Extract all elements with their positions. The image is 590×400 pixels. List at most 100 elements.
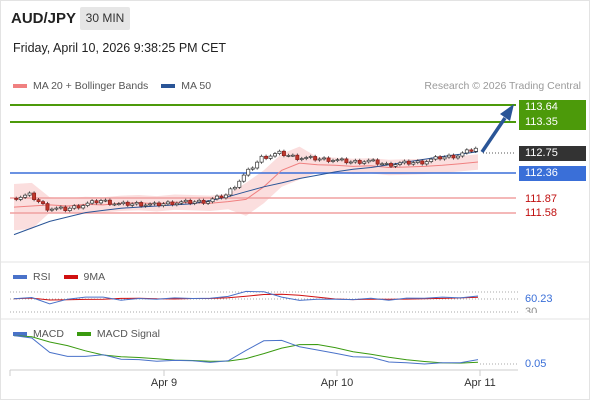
candle-body bbox=[447, 154, 451, 158]
candle-body bbox=[139, 202, 144, 207]
candle-body bbox=[18, 196, 23, 200]
candle-body bbox=[438, 156, 443, 160]
candle-body bbox=[14, 197, 19, 200]
candle-body bbox=[49, 208, 54, 211]
candle-body bbox=[393, 164, 398, 167]
candle-body bbox=[241, 174, 246, 182]
candle-body bbox=[143, 204, 148, 207]
candle-body bbox=[455, 155, 460, 159]
rsi-value-text: 60.23 bbox=[525, 293, 553, 305]
rsi-line bbox=[13, 290, 479, 305]
candle-body bbox=[232, 187, 237, 190]
candle-body bbox=[23, 194, 28, 198]
candle-body bbox=[348, 161, 353, 164]
legend-label-9ma: 9MA bbox=[83, 271, 106, 283]
candle-body bbox=[152, 202, 157, 205]
candle-body bbox=[268, 155, 273, 159]
candle-body bbox=[295, 154, 300, 160]
pivot-tag: 112.36 bbox=[519, 166, 586, 181]
candle-body bbox=[27, 192, 32, 196]
macd-signal-line bbox=[13, 335, 479, 364]
candle-body bbox=[134, 202, 139, 205]
legend-swatch-ma20 bbox=[13, 84, 27, 88]
candle-body bbox=[210, 198, 215, 203]
candle-body bbox=[473, 147, 478, 152]
candle-body bbox=[41, 201, 45, 204]
candle-body bbox=[188, 199, 193, 204]
legend-swatch-macd-signal bbox=[76, 332, 91, 336]
candle-body bbox=[326, 157, 331, 162]
candle-body bbox=[469, 149, 474, 152]
legend-price: MA 20 + Bollinger Bands MA 50 bbox=[13, 80, 211, 92]
candle-body bbox=[165, 201, 170, 205]
candle-body bbox=[384, 163, 389, 165]
x-label-apr11: Apr 11 bbox=[464, 377, 496, 389]
candle-body bbox=[116, 203, 121, 206]
candle-body bbox=[308, 156, 313, 158]
candle-body bbox=[121, 201, 126, 205]
candle-body bbox=[411, 162, 416, 165]
candle-body bbox=[85, 202, 90, 206]
candle-body bbox=[223, 194, 228, 199]
legend-macd: MACD MACD Signal bbox=[13, 328, 160, 340]
candle-body bbox=[215, 195, 219, 200]
candle-body bbox=[366, 159, 371, 163]
candle-body bbox=[170, 201, 175, 206]
candle-body bbox=[357, 160, 362, 164]
macd-value-text: 0.05 bbox=[525, 358, 547, 370]
candles-group bbox=[14, 146, 478, 213]
candle-body bbox=[237, 180, 242, 188]
candle-body bbox=[380, 163, 385, 166]
credit-text: Research © 2026 Trading Central bbox=[424, 80, 581, 92]
candle-body bbox=[125, 201, 130, 206]
candle-body bbox=[406, 160, 411, 165]
candle-body bbox=[103, 199, 108, 202]
candle-body bbox=[460, 152, 465, 157]
legend-swatch-9ma bbox=[63, 275, 78, 279]
candle-body bbox=[174, 202, 179, 206]
candle-body bbox=[273, 153, 277, 157]
candle-body bbox=[36, 199, 41, 202]
candle-body bbox=[250, 167, 255, 170]
candle-body bbox=[67, 207, 72, 211]
candle-body bbox=[420, 160, 425, 165]
candle-body bbox=[317, 158, 322, 161]
candle-body bbox=[63, 206, 68, 211]
level-tag-r1: 113.35 bbox=[519, 115, 586, 130]
candle-body bbox=[344, 158, 349, 164]
candle-body bbox=[415, 160, 420, 163]
candle-body bbox=[290, 154, 295, 157]
candle-body bbox=[107, 199, 112, 205]
candle-body bbox=[112, 203, 117, 206]
candle-body bbox=[429, 158, 434, 162]
candle-body bbox=[201, 199, 206, 204]
candle-body bbox=[90, 200, 95, 204]
legend-swatch-rsi bbox=[13, 275, 27, 279]
candle-body bbox=[157, 202, 161, 207]
datetime-label: Friday, April 10, 2026 9:38:25 PM CET bbox=[13, 41, 227, 55]
candle-body bbox=[76, 205, 81, 209]
candle-body bbox=[197, 199, 202, 203]
bollinger-band bbox=[14, 146, 478, 231]
candle-body bbox=[183, 199, 188, 203]
interval-button[interactable]: 30 MIN bbox=[80, 7, 130, 30]
candle-body bbox=[246, 168, 251, 176]
candle-body bbox=[322, 157, 327, 160]
candle-body bbox=[331, 160, 335, 162]
candle-body bbox=[54, 207, 59, 210]
candle-body bbox=[464, 149, 469, 154]
candle-body bbox=[424, 161, 429, 165]
candle-body bbox=[335, 159, 340, 162]
legend-label-macd-signal: MACD Signal bbox=[96, 328, 160, 340]
candle-body bbox=[362, 161, 367, 164]
candle-body bbox=[228, 188, 233, 196]
candle-body bbox=[161, 203, 166, 207]
candle-body bbox=[371, 159, 376, 162]
candle-body bbox=[58, 206, 63, 209]
candle-body bbox=[339, 158, 344, 161]
candle-body bbox=[264, 155, 269, 159]
candle-body bbox=[32, 192, 37, 200]
candle-body bbox=[206, 201, 211, 204]
symbol-title: AUD/JPY bbox=[11, 10, 77, 27]
